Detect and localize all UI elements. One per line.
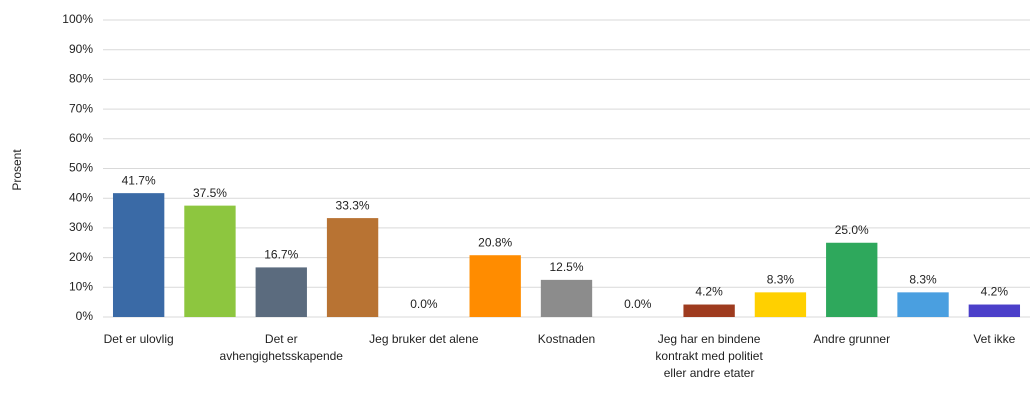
value-label: 33.3% xyxy=(336,198,370,212)
value-label: 0.0% xyxy=(624,297,652,311)
y-tick-label: 30% xyxy=(69,220,93,234)
y-tick-label: 80% xyxy=(69,72,93,86)
y-tick-label: 50% xyxy=(69,161,93,175)
bar xyxy=(184,205,236,317)
x-tick-label: Jeg har en bindene kontrakt med politiet… xyxy=(655,332,763,380)
y-tick-label: 40% xyxy=(69,190,93,204)
value-label: 37.5% xyxy=(193,186,227,200)
value-label: 12.5% xyxy=(549,260,583,274)
value-label: 25.0% xyxy=(835,223,869,237)
value-label: 41.7% xyxy=(122,173,156,187)
bar xyxy=(255,267,307,317)
bar xyxy=(897,292,949,317)
value-label: 8.3% xyxy=(909,273,937,287)
x-tick-label: Det er avhengighetsskapende xyxy=(219,332,343,363)
bar xyxy=(826,242,878,317)
x-tick-label: Kostnaden xyxy=(537,332,596,346)
bar xyxy=(683,304,735,317)
bar xyxy=(112,193,165,317)
value-label: 0.0% xyxy=(410,297,438,311)
y-tick-label: 100% xyxy=(62,12,93,26)
y-tick-label: 10% xyxy=(69,279,93,293)
x-tick-label: Vet ikke xyxy=(973,332,1016,346)
value-label: 16.7% xyxy=(264,248,298,262)
value-label: 20.8% xyxy=(478,235,512,249)
x-tick-label: Jeg bruker det alene xyxy=(369,332,479,346)
value-label: 4.2% xyxy=(695,285,723,299)
bar xyxy=(754,292,807,317)
bar xyxy=(469,255,521,317)
y-tick-label: 20% xyxy=(69,250,93,264)
y-tick-label: 70% xyxy=(69,101,93,115)
value-label: 8.3% xyxy=(767,273,795,287)
bar xyxy=(968,304,1021,317)
y-tick-label: 90% xyxy=(69,42,93,56)
y-tick-label: 0% xyxy=(76,309,94,323)
y-axis-label: Prosent xyxy=(10,149,24,191)
bar xyxy=(326,218,379,317)
bar xyxy=(540,279,593,317)
y-tick-label: 60% xyxy=(69,131,93,145)
x-tick-label: Andre grunner xyxy=(813,332,891,346)
value-label: 4.2% xyxy=(981,285,1009,299)
x-tick-label: Det er ulovlig xyxy=(103,332,174,346)
